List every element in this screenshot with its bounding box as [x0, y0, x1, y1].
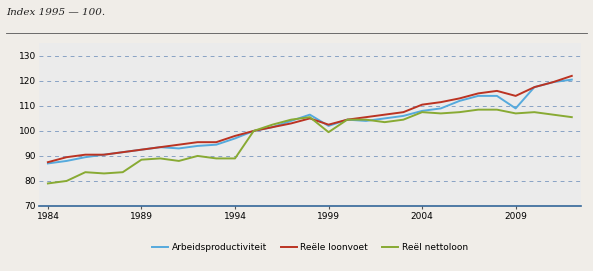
Reël nettoloon [362, 118, 369, 121]
Arbeidsproductiviteit [138, 148, 145, 151]
Reële loonvoet [550, 80, 557, 84]
Arbeidsproductiviteit [231, 137, 238, 140]
Reële loonvoet [231, 134, 238, 138]
Reël nettoloon [568, 115, 575, 119]
Reële loonvoet [213, 141, 220, 144]
Reële loonvoet [269, 125, 276, 129]
Arbeidsproductiviteit [550, 80, 557, 84]
Arbeidsproductiviteit [400, 114, 407, 118]
Reële loonvoet [100, 153, 107, 156]
Reël nettoloon [269, 123, 276, 126]
Reële loonvoet [325, 123, 332, 126]
Arbeidsproductiviteit [63, 159, 70, 163]
Reële loonvoet [119, 151, 126, 154]
Reële loonvoet [194, 141, 201, 144]
Reël nettoloon [213, 157, 220, 160]
Arbeidsproductiviteit [100, 153, 107, 156]
Reël nettoloon [474, 108, 482, 111]
Arbeidsproductiviteit [512, 107, 519, 110]
Arbeidsproductiviteit [325, 124, 332, 128]
Reële loonvoet [362, 115, 369, 119]
Line: Reële loonvoet: Reële loonvoet [48, 76, 572, 162]
Reël nettoloon [419, 111, 426, 114]
Arbeidsproductiviteit [474, 94, 482, 98]
Reël nettoloon [437, 112, 444, 115]
Arbeidsproductiviteit [493, 94, 500, 98]
Reële loonvoet [63, 156, 70, 159]
Arbeidsproductiviteit [82, 156, 89, 159]
Reële loonvoet [288, 122, 295, 125]
Reël nettoloon [325, 131, 332, 134]
Arbeidsproductiviteit [157, 146, 164, 149]
Reële loonvoet [381, 113, 388, 116]
Reël nettoloon [531, 111, 538, 114]
Reële loonvoet [138, 148, 145, 151]
Reël nettoloon [288, 118, 295, 121]
Reële loonvoet [250, 129, 257, 133]
Arbeidsproductiviteit [44, 162, 52, 165]
Reële loonvoet [568, 74, 575, 78]
Arbeidsproductiviteit [194, 144, 201, 147]
Reële loonvoet [437, 101, 444, 104]
Reël nettoloon [194, 154, 201, 157]
Arbeidsproductiviteit [306, 113, 313, 116]
Arbeidsproductiviteit [250, 129, 257, 133]
Reële loonvoet [176, 143, 183, 146]
Reël nettoloon [250, 129, 257, 133]
Line: Reël nettoloon: Reël nettoloon [48, 110, 572, 183]
Reël nettoloon [44, 182, 52, 185]
Reële loonvoet [44, 160, 52, 164]
Reël nettoloon [381, 121, 388, 124]
Arbeidsproductiviteit [213, 143, 220, 146]
Reël nettoloon [512, 112, 519, 115]
Reël nettoloon [138, 158, 145, 161]
Arbeidsproductiviteit [456, 99, 463, 102]
Arbeidsproductiviteit [568, 78, 575, 81]
Reël nettoloon [157, 157, 164, 160]
Reël nettoloon [306, 115, 313, 119]
Reël nettoloon [176, 159, 183, 163]
Reël nettoloon [550, 113, 557, 116]
Reële loonvoet [456, 97, 463, 100]
Reël nettoloon [344, 118, 351, 121]
Reële loonvoet [82, 153, 89, 156]
Reël nettoloon [456, 111, 463, 114]
Arbeidsproductiviteit [176, 147, 183, 150]
Reële loonvoet [512, 94, 519, 98]
Text: Index 1995 — 100.: Index 1995 — 100. [6, 8, 105, 17]
Legend: Arbeidsproductiviteit, Reële loonvoet, Reël nettoloon: Arbeidsproductiviteit, Reële loonvoet, R… [148, 240, 471, 256]
Reël nettoloon [400, 118, 407, 121]
Reël nettoloon [231, 157, 238, 160]
Arbeidsproductiviteit [119, 151, 126, 154]
Reële loonvoet [400, 111, 407, 114]
Arbeidsproductiviteit [419, 109, 426, 112]
Reël nettoloon [82, 170, 89, 174]
Reële loonvoet [157, 146, 164, 149]
Arbeidsproductiviteit [381, 117, 388, 120]
Reële loonvoet [306, 117, 313, 120]
Reël nettoloon [119, 170, 126, 174]
Arbeidsproductiviteit [362, 119, 369, 122]
Reël nettoloon [493, 108, 500, 111]
Reël nettoloon [100, 172, 107, 175]
Reële loonvoet [493, 89, 500, 92]
Arbeidsproductiviteit [344, 118, 351, 121]
Reële loonvoet [474, 92, 482, 95]
Reële loonvoet [419, 103, 426, 106]
Line: Arbeidsproductiviteit: Arbeidsproductiviteit [48, 80, 572, 163]
Arbeidsproductiviteit [288, 119, 295, 122]
Arbeidsproductiviteit [437, 107, 444, 110]
Arbeidsproductiviteit [531, 86, 538, 89]
Reële loonvoet [531, 86, 538, 89]
Reël nettoloon [63, 179, 70, 183]
Reële loonvoet [344, 118, 351, 121]
Arbeidsproductiviteit [269, 125, 276, 129]
